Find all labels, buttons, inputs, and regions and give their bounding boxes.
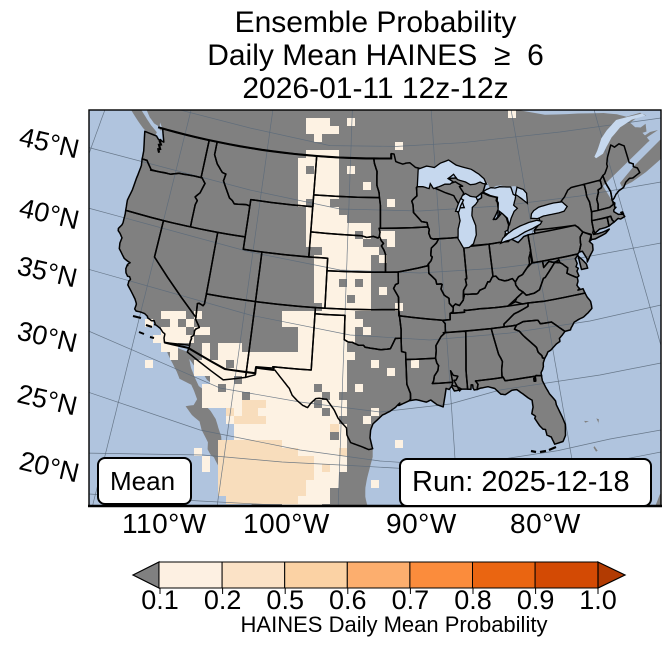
svg-text:0.5: 0.5 (266, 585, 304, 615)
svg-text:0.7: 0.7 (392, 585, 430, 615)
svg-text:0.6: 0.6 (329, 585, 367, 615)
svg-text:0.9: 0.9 (517, 585, 555, 615)
svg-text:HAINES Daily Mean Probability: HAINES Daily Mean Probability (241, 612, 548, 637)
svg-text:1.0: 1.0 (579, 585, 617, 615)
svg-text:0.8: 0.8 (454, 585, 492, 615)
svg-text:0.2: 0.2 (204, 585, 242, 615)
svg-text:0.1: 0.1 (141, 585, 179, 615)
